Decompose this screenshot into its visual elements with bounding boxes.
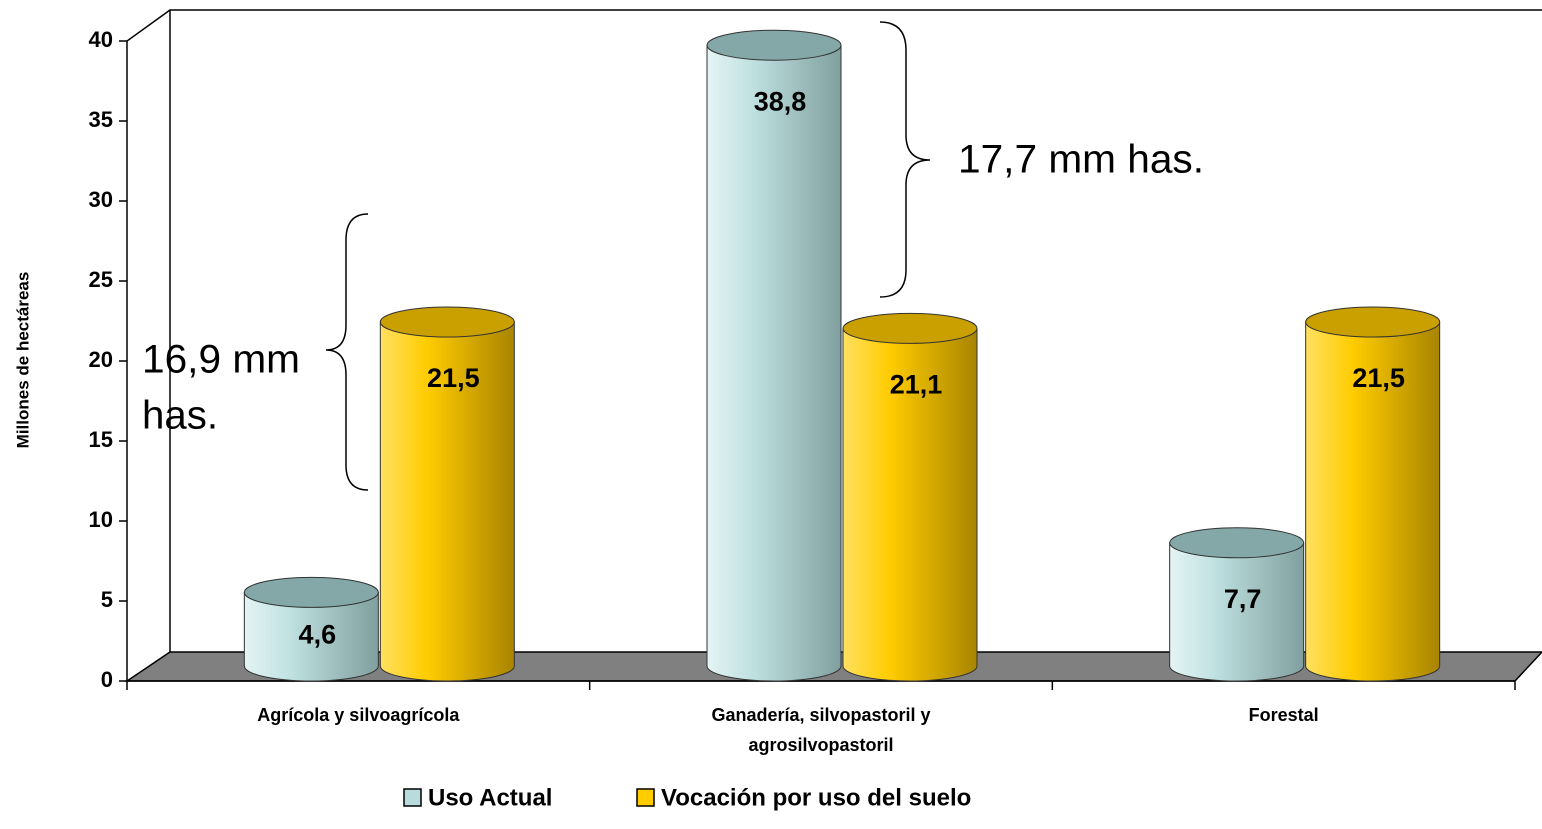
legend-swatch <box>403 788 422 807</box>
legend-swatch <box>636 788 655 807</box>
y-tick-label: 25 <box>89 267 113 292</box>
data-label: 21,5 <box>427 363 480 393</box>
braces <box>325 21 931 491</box>
cylinder <box>1305 321 1441 682</box>
x-tick-label: Ganadería, silvopastoril y agrosilvopast… <box>711 705 931 755</box>
cylinder <box>243 591 379 682</box>
data-label: 38,8 <box>754 86 807 116</box>
y-tick-label: 15 <box>89 427 113 452</box>
cylinder <box>706 44 842 682</box>
y-axis-label: Millones de hectáreas <box>13 272 32 449</box>
cylinder-top <box>1305 306 1441 338</box>
data-label: 7,7 <box>1224 584 1262 614</box>
back-wall <box>126 9 1542 652</box>
cylinder <box>1169 542 1305 682</box>
y-tick-label: 30 <box>89 187 113 212</box>
y-tick-label: 5 <box>101 587 113 612</box>
data-label: 21,1 <box>890 370 943 400</box>
data-label: 4,6 <box>299 620 337 650</box>
annotation: 16,9 mm <box>142 338 300 382</box>
annotation: has. <box>142 394 218 438</box>
cylinder-top <box>379 306 515 338</box>
y-tick-label: 35 <box>89 107 113 132</box>
x-tick-label: Forestal <box>1248 705 1319 725</box>
cylinder-top <box>842 312 978 344</box>
legend-label: Vocación por uso del suelo <box>661 784 971 811</box>
cylinder <box>842 327 978 682</box>
data-label: 21,5 <box>1352 363 1405 393</box>
annotation: 17,7 mm has. <box>958 138 1204 182</box>
y-tick-label: 20 <box>89 347 113 372</box>
legend-label: Uso Actual <box>428 784 552 811</box>
cylinder <box>379 321 515 682</box>
cylinder-top <box>243 576 379 608</box>
y-tick-label: 10 <box>89 507 113 532</box>
cylinder-top <box>1169 527 1305 559</box>
y-tick-label: 0 <box>101 667 113 692</box>
x-tick-label: Agrícola y silvoagrícola <box>257 705 460 725</box>
cylinder-top <box>706 29 842 61</box>
y-tick-label: 40 <box>89 27 113 52</box>
